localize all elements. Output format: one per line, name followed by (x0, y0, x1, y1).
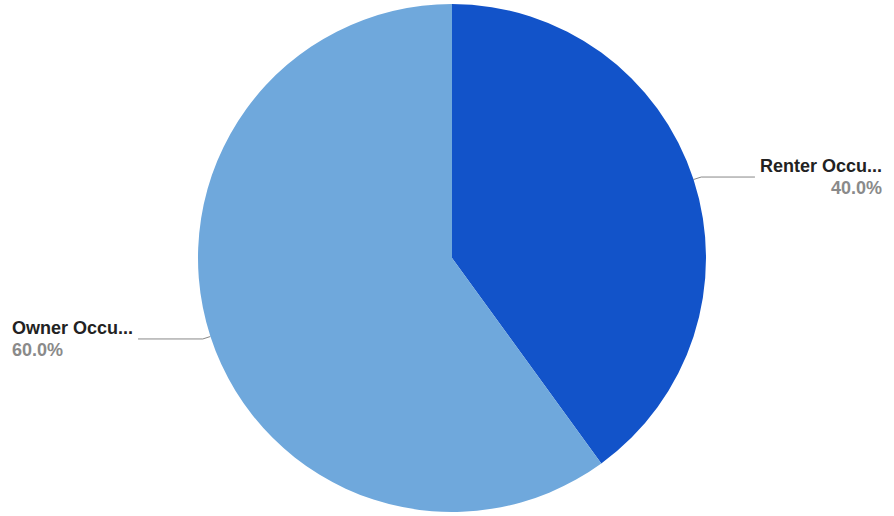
svg-text:40.0%: 40.0% (831, 178, 882, 198)
svg-text:Renter Occu...: Renter Occu... (760, 156, 882, 176)
svg-text:60.0%: 60.0% (12, 340, 63, 360)
svg-text:Owner Occu...: Owner Occu... (12, 318, 133, 338)
